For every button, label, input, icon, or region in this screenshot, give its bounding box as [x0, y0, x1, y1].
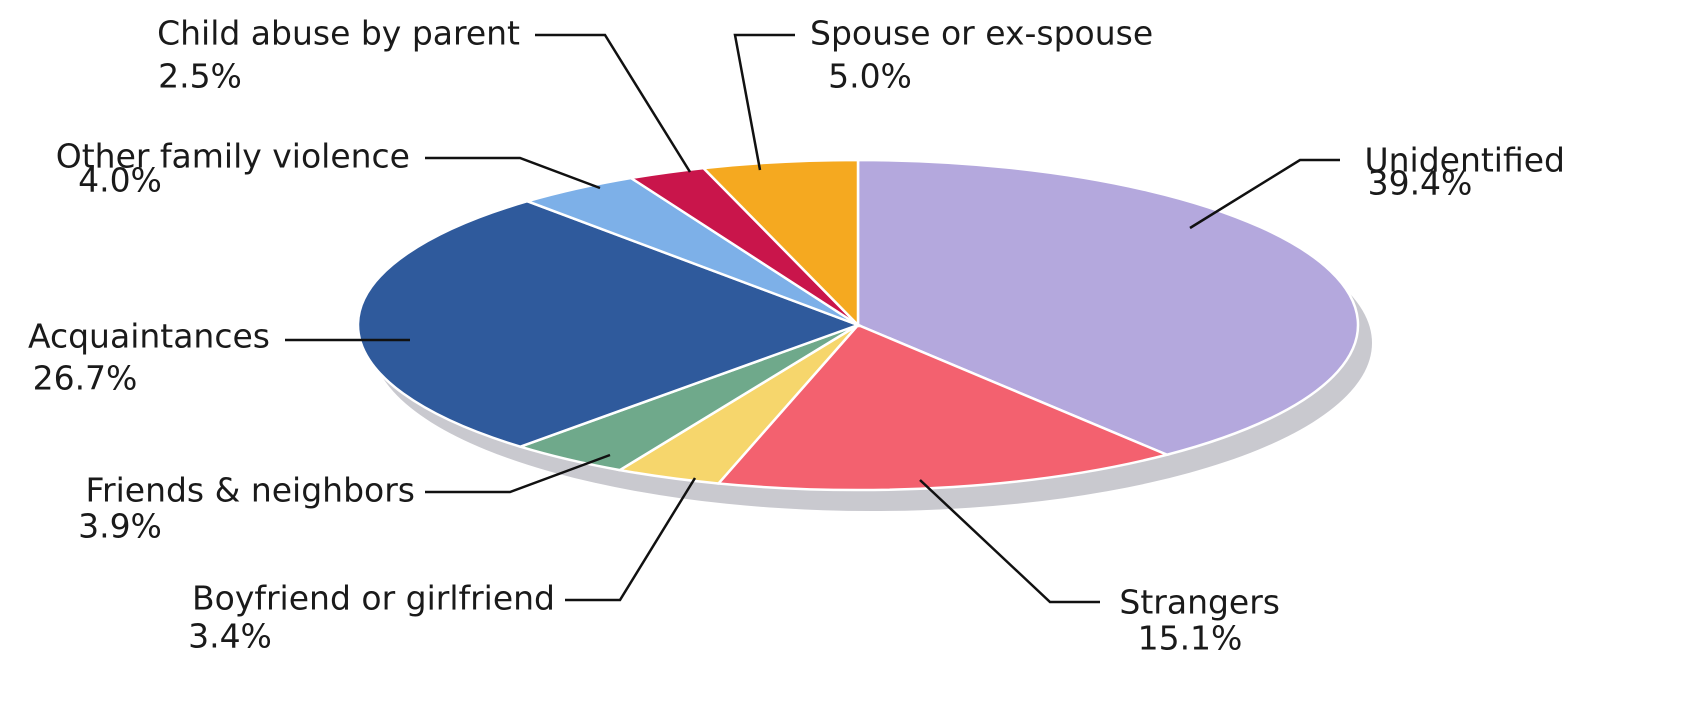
slice-value-label: 5.0%	[828, 57, 912, 96]
slice-value-label: 2.5%	[158, 57, 242, 96]
slice-value-label: 3.9%	[78, 507, 162, 546]
leader-line	[565, 477, 697, 602]
slice-value-label: 26.7%	[33, 359, 138, 398]
slice-label: Strangers	[1119, 583, 1280, 622]
leader-line	[425, 453, 611, 494]
pie-slice	[700, 158, 860, 329]
slice-label: Friends & neighbors	[85, 471, 415, 510]
slice-label: Unidentified	[1364, 141, 1565, 180]
slice-label: Spouse or ex-spouse	[810, 14, 1153, 53]
pie-slice	[715, 323, 1171, 492]
pie-slice	[856, 158, 1360, 457]
slice-label: Other family violence	[56, 137, 410, 176]
leader-line	[535, 33, 692, 173]
pie-slice	[356, 199, 862, 449]
slice-value-label: 39.4%	[1368, 164, 1473, 203]
slice-label: Child abuse by parent	[157, 14, 520, 53]
leader-line	[919, 479, 1100, 604]
slice-value-label: 3.4%	[188, 617, 272, 656]
slice-value-label: 4.0%	[78, 161, 162, 200]
leader-line	[733, 33, 795, 171]
leader-line	[1189, 158, 1340, 230]
slice-value-label: 15.1%	[1138, 619, 1243, 658]
slice-label: Boyfriend or girlfriend	[192, 579, 555, 618]
slice-label: Acquaintances	[28, 317, 270, 356]
leader-line	[425, 156, 601, 190]
